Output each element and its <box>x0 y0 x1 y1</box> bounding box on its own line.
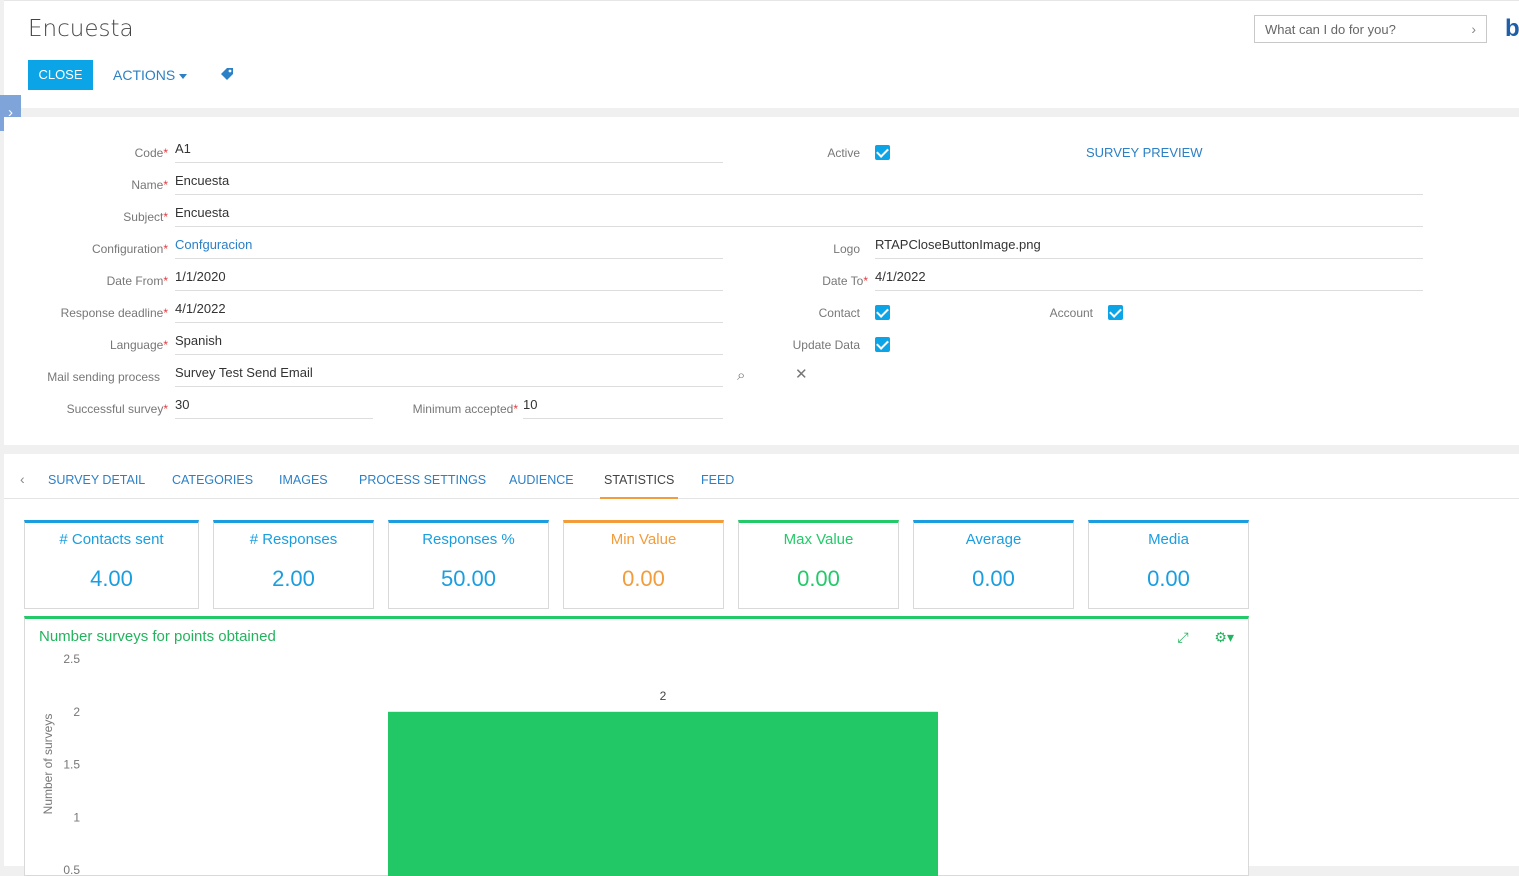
y-tick-label: 0.5 <box>63 863 80 876</box>
stat-value: 0.00 <box>622 566 665 591</box>
stat-media: Media 0.00 <box>1088 520 1249 609</box>
stat-title: Average <box>965 531 1022 548</box>
contact-checkbox[interactable] <box>875 305 890 320</box>
chevron-left-icon[interactable]: ‹ <box>20 471 25 487</box>
tab-images[interactable]: IMAGES <box>279 473 328 487</box>
command-search-input[interactable]: What can I do for you? › <box>1254 15 1487 43</box>
stat-responses-pct: Responses % 50.00 <box>388 520 549 609</box>
caret-down-icon <box>179 73 188 79</box>
active-label: Active <box>827 146 860 160</box>
logo-label: Logo <box>833 242 860 256</box>
close-button[interactable]: CLOSE <box>28 60 93 90</box>
close-icon[interactable]: ✕ <box>795 366 808 383</box>
contact-label: Contact <box>818 306 860 320</box>
gear-icon[interactable]: ⚙▾ <box>1214 629 1234 645</box>
response-deadline-field[interactable]: 4/1/2022 <box>175 299 723 323</box>
date-to-field[interactable]: 4/1/2022 <box>875 267 1423 291</box>
actions-label: ACTIONS <box>113 67 176 83</box>
y-tick-label: 2 <box>73 705 80 719</box>
brand-logo: b <box>1505 15 1519 42</box>
page-title: Encuesta <box>28 16 134 42</box>
stat-title: Responses % <box>422 531 515 548</box>
bar-data-label: 2 <box>660 689 667 703</box>
successful-survey-label: Successful survey* <box>66 402 168 416</box>
search-icon[interactable]: ⌕ <box>737 367 746 384</box>
points-chart: Number surveys for points obtained ⤢ ⚙▾ … <box>24 616 1249 876</box>
page-header: Encuesta What can I do for you? › b CLOS… <box>4 0 1519 108</box>
name-label: Name* <box>131 178 168 192</box>
date-from-field[interactable]: 1/1/2020 <box>175 267 723 291</box>
code-field[interactable]: A1 <box>175 139 723 163</box>
stat-title: Max Value <box>783 531 854 548</box>
logo-field[interactable]: RTAPCloseButtonImage.png <box>875 235 1423 259</box>
stat-contacts-sent: # Contacts sent 4.00 <box>24 520 199 609</box>
chart-title: Number surveys for points obtained <box>39 628 276 645</box>
stat-max-value: Max Value 0.00 <box>738 520 899 609</box>
chevron-right-icon[interactable]: › <box>1471 21 1476 37</box>
name-field[interactable]: Encuesta <box>175 171 1423 195</box>
stat-value: 50.00 <box>440 566 497 591</box>
subject-label: Subject* <box>123 210 168 224</box>
language-label: Language* <box>109 338 168 352</box>
stat-value: 2.00 <box>272 566 315 591</box>
mail-process-field[interactable]: Survey Test Send Email <box>175 363 723 387</box>
active-checkbox[interactable] <box>875 145 890 160</box>
stat-value: 0.00 <box>1147 566 1190 591</box>
update-data-label: Update Data <box>792 338 860 352</box>
tab-process-settings[interactable]: PROCESS SETTINGS <box>359 473 487 487</box>
tab-bar: ‹ SURVEY DETAIL CATEGORIES IMAGES PROCES… <box>4 454 1519 499</box>
y-axis-label: Number of surveys <box>41 714 55 815</box>
detail-tabs-panel: ‹ SURVEY DETAIL CATEGORIES IMAGES PROCES… <box>4 454 1519 876</box>
stat-value: 0.00 <box>797 566 840 591</box>
stat-title: Min Value <box>610 531 677 548</box>
account-label: Account <box>1049 306 1093 320</box>
mail-process-label: Mail sending process <box>47 370 160 384</box>
search-placeholder: What can I do for you? <box>1265 22 1396 37</box>
y-tick-label: 2.5 <box>63 652 80 666</box>
configuration-label: Configuration* <box>91 242 168 256</box>
chart-toolbar: ⤢ ⚙▾ <box>1177 629 1234 646</box>
tag-icon[interactable] <box>220 67 234 81</box>
stat-responses: # Responses 2.00 <box>213 520 374 609</box>
update-data-checkbox[interactable] <box>875 337 890 352</box>
stat-average: Average 0.00 <box>913 520 1074 609</box>
subject-field[interactable]: Encuesta <box>175 203 1423 227</box>
stat-value: 0.00 <box>972 566 1015 591</box>
tab-statistics[interactable]: STATISTICS <box>600 473 679 499</box>
chart-bar[interactable] <box>388 711 938 876</box>
stat-title: # Responses <box>249 531 338 548</box>
expand-icon[interactable]: ⤢ <box>1177 629 1189 645</box>
tab-survey-detail[interactable]: SURVEY DETAIL <box>48 473 146 487</box>
account-checkbox[interactable] <box>1108 305 1123 320</box>
tab-feed[interactable]: FEED <box>701 473 735 487</box>
date-from-label: Date From* <box>106 274 168 288</box>
y-tick-label: 1 <box>73 810 80 824</box>
survey-form: Code* A1 Name* Encuesta Subject* Encuest… <box>4 117 1519 445</box>
stat-title: Media <box>1148 531 1189 548</box>
chart-plot: 2.5 2 1.5 1 0.5 Number of surveys 2 <box>41 652 938 876</box>
minimum-accepted-field[interactable]: 10 <box>523 395 723 419</box>
stat-title: # Contacts sent <box>59 531 164 548</box>
survey-preview-link[interactable]: SURVEY PREVIEW <box>1086 145 1203 160</box>
tab-categories[interactable]: CATEGORIES <box>172 473 254 487</box>
minimum-accepted-label: Minimum accepted* <box>412 402 518 416</box>
stat-min-value: Min Value 0.00 <box>563 520 724 609</box>
actions-button[interactable]: ACTIONS <box>113 67 188 83</box>
y-tick-label: 1.5 <box>63 758 80 772</box>
stat-value: 4.00 <box>90 566 133 591</box>
response-deadline-label: Response deadline* <box>60 306 168 320</box>
configuration-field[interactable]: Confguracion <box>175 235 723 259</box>
language-field[interactable]: Spanish <box>175 331 723 355</box>
successful-survey-field[interactable]: 30 <box>175 395 373 419</box>
date-to-label: Date To* <box>822 274 868 288</box>
code-label: Code* <box>134 146 168 160</box>
tab-audience[interactable]: AUDIENCE <box>509 473 574 487</box>
